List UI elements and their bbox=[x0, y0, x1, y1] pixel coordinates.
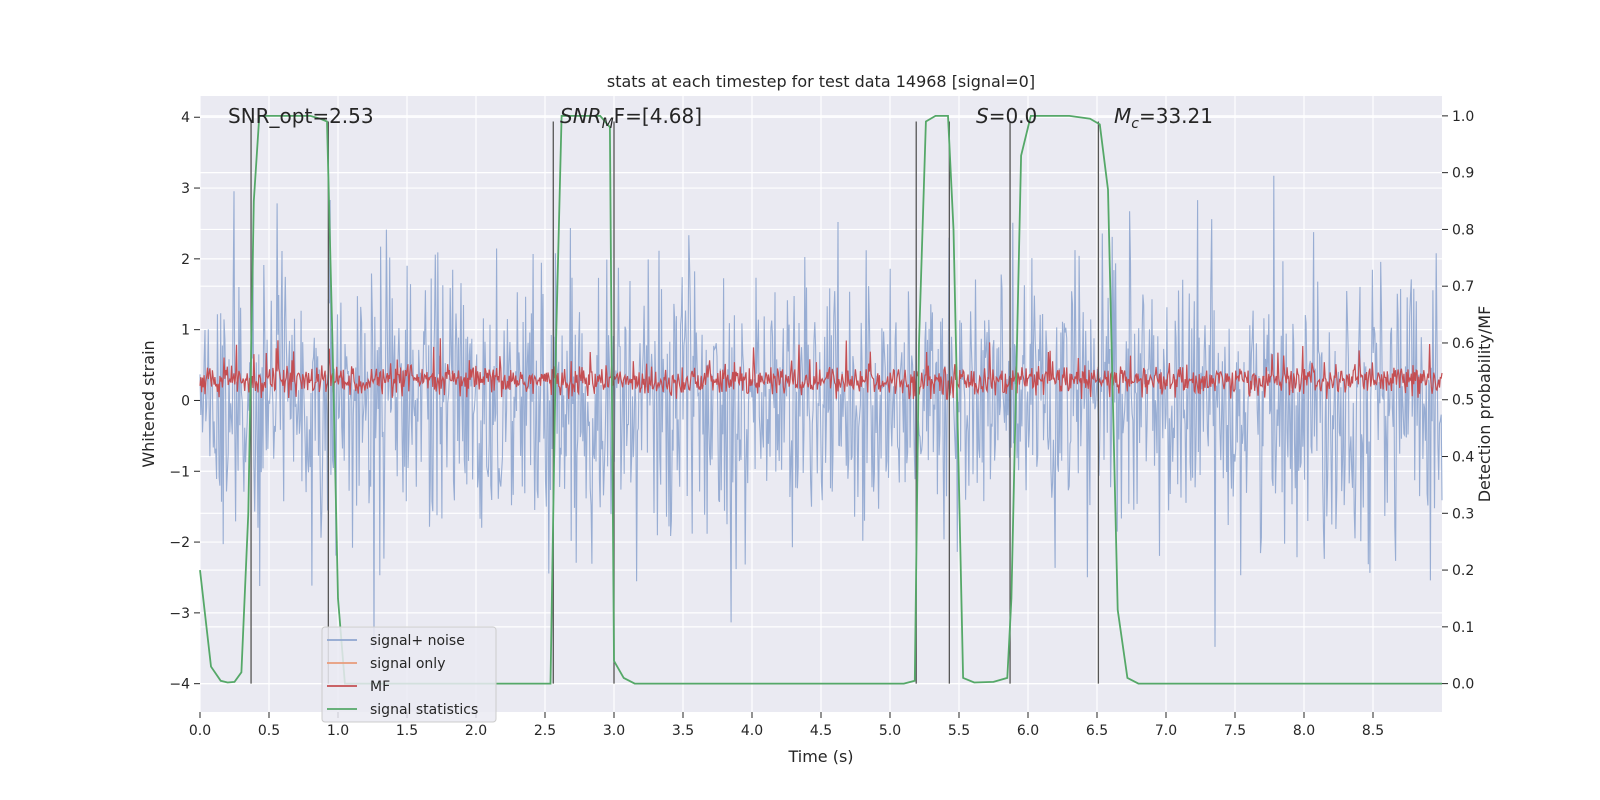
x-tick-label: 1.0 bbox=[327, 723, 349, 739]
legend-label-signal-only: signal only bbox=[370, 656, 445, 672]
annotation-snr-mf: SNRMF=[4.68] bbox=[560, 104, 702, 132]
x-tick-label: 2.5 bbox=[534, 723, 556, 739]
s-value: =0.0 bbox=[989, 104, 1038, 128]
signal-statistics-series bbox=[199, 115, 1442, 685]
snr-mf-subscript: M bbox=[602, 116, 614, 132]
signal-statistics-line bbox=[199, 115, 1442, 685]
snr-mf-value: F=[4.68] bbox=[614, 104, 702, 128]
y2-tick-label: 1.0 bbox=[1452, 109, 1474, 125]
y-tick-label: −4 bbox=[169, 677, 190, 693]
x-tick-label: 0.0 bbox=[189, 723, 211, 739]
mc-subscript: c bbox=[1131, 116, 1139, 132]
y2-axis-label: Detection probability/MF bbox=[1475, 306, 1494, 503]
x-tick-label: 7.5 bbox=[1224, 723, 1246, 739]
y-tick-label: −3 bbox=[169, 606, 190, 622]
y-axis-label: Whitened strain bbox=[139, 340, 158, 467]
legend-box bbox=[321, 626, 497, 723]
y-tick-label: 4 bbox=[181, 110, 190, 126]
x-tick-label: 1.5 bbox=[396, 723, 418, 739]
x-tick-label: 3.5 bbox=[672, 723, 694, 739]
x-tick-label: 6.0 bbox=[1017, 723, 1039, 739]
mf-series bbox=[199, 338, 1443, 400]
x-tick-label: 5.0 bbox=[879, 723, 901, 739]
legend: signal+ noise signal only MF signal stat… bbox=[321, 626, 497, 723]
s-symbol: S bbox=[976, 104, 989, 128]
x-tick-label: 8.5 bbox=[1362, 723, 1384, 739]
y2-tick-label: 0.3 bbox=[1452, 506, 1474, 522]
y-tick-label: −1 bbox=[169, 464, 190, 480]
x-tick-label: 4.0 bbox=[741, 723, 763, 739]
chart-title: stats at each timestep for test data 149… bbox=[607, 72, 1035, 91]
y2-tick-label: 0.0 bbox=[1452, 677, 1474, 693]
y2-tick-label: 0.8 bbox=[1452, 222, 1474, 238]
y2-tick-label: 0.9 bbox=[1452, 166, 1474, 182]
x-tick-label: 6.5 bbox=[1086, 723, 1108, 739]
x-tick-label: 5.5 bbox=[948, 723, 970, 739]
y-tick-label: 0 bbox=[181, 393, 190, 409]
signal-noise-line bbox=[199, 175, 1443, 650]
x-axis-label: Time (s) bbox=[787, 747, 853, 766]
snr-mf-symbol: SNR bbox=[560, 104, 602, 128]
x-tick-label: 0.5 bbox=[258, 723, 280, 739]
x-tick-label: 2.0 bbox=[465, 723, 487, 739]
mc-symbol: M bbox=[1114, 104, 1131, 128]
x-tick-label: 4.5 bbox=[810, 723, 832, 739]
annotation-mc: Mc=33.21 bbox=[1114, 104, 1213, 132]
y2-tick-label: 0.5 bbox=[1452, 393, 1474, 409]
left-y-ticks: −4 −3 −2 −1 0 1 2 3 4 bbox=[169, 110, 200, 693]
y-tick-label: 1 bbox=[181, 323, 190, 339]
y-tick-label: −2 bbox=[169, 535, 190, 551]
mf-line bbox=[199, 338, 1443, 400]
y2-tick-label: 0.7 bbox=[1452, 279, 1474, 295]
right-y-ticks: 0.0 0.1 0.2 0.3 0.4 0.5 0.6 0.7 0.8 0.9 1.0 bbox=[1442, 109, 1474, 693]
x-ticks: 0.0 0.5 1.0 1.5 2.0 2.5 3.0 3.5 4.0 4.5 5.0 5.5 6.0 6… bbox=[189, 712, 1384, 739]
y-tick-label: 3 bbox=[181, 181, 190, 197]
y-tick-label: 2 bbox=[181, 252, 190, 268]
x-tick-label: 8.0 bbox=[1293, 723, 1315, 739]
mc-value: =33.21 bbox=[1139, 104, 1213, 128]
x-tick-label: 7.0 bbox=[1155, 723, 1177, 739]
annotation-s: S=0.0 bbox=[976, 104, 1037, 128]
legend-label-signal-noise: signal+ noise bbox=[370, 633, 465, 649]
x-tick-label: 3.0 bbox=[603, 723, 625, 739]
signal-noise-series bbox=[199, 175, 1443, 650]
annotation-snr-opt: SNR_opt=2.53 bbox=[228, 104, 374, 128]
y2-tick-label: 0.2 bbox=[1452, 563, 1474, 579]
legend-label-signal-statistics: signal statistics bbox=[370, 702, 478, 718]
y2-tick-label: 0.4 bbox=[1452, 450, 1474, 466]
y2-tick-label: 0.6 bbox=[1452, 336, 1474, 352]
legend-label-mf: MF bbox=[370, 679, 390, 695]
y2-tick-label: 0.1 bbox=[1452, 620, 1474, 636]
